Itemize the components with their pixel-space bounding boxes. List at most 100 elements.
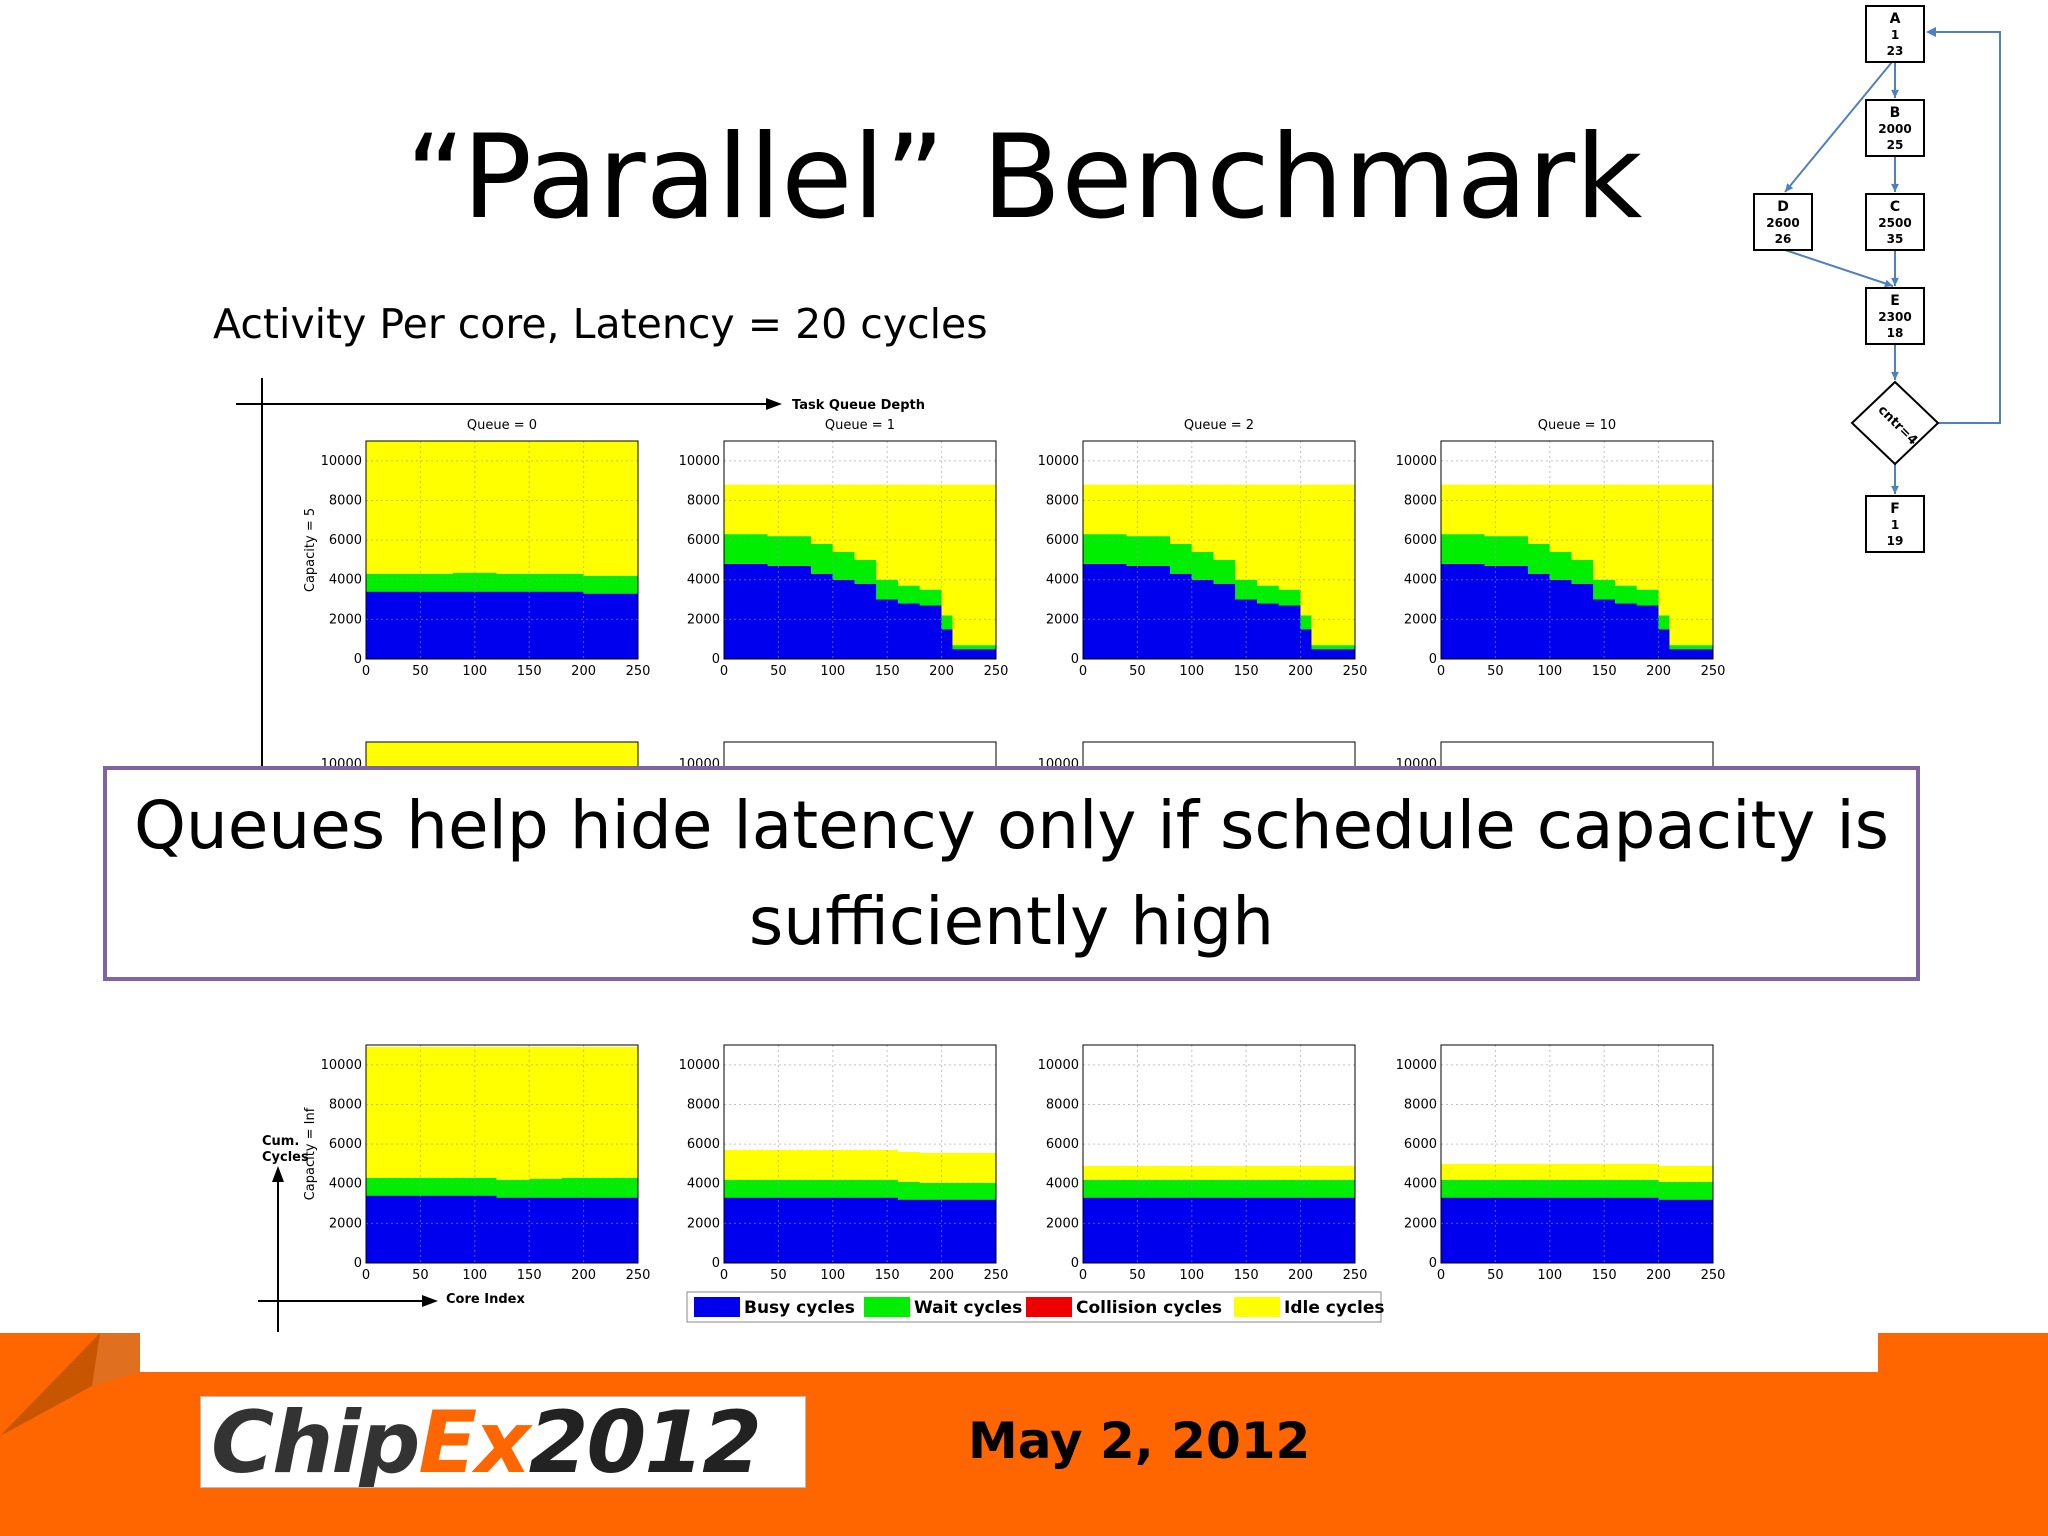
y-tick-label: 2000: [1404, 612, 1437, 627]
y-tick-label: 6000: [1404, 1137, 1437, 1152]
y-tick-label: 0: [1429, 1256, 1437, 1271]
x-tick-label: 250: [626, 1268, 651, 1283]
loop-back-line: [1932, 31, 2001, 424]
legend-swatch-0: [694, 1297, 740, 1317]
x-tick-label: 150: [1234, 664, 1259, 679]
flow-node-value2: 25: [1887, 138, 1904, 152]
area-busy: [1441, 563, 1713, 659]
area-wait: [1441, 534, 1713, 650]
y-tick-label: 0: [354, 1256, 362, 1271]
panel-border: [723, 1044, 997, 1264]
area-idle: [1441, 1163, 1713, 1182]
y-tick-label: 4000: [1404, 573, 1437, 588]
x-tick-label: 100: [820, 664, 845, 679]
cum-cycles-arrowhead: [272, 1166, 284, 1182]
x-tick-label: 150: [517, 664, 542, 679]
panel-0-0: 0 50 100 150 200 250 0 2000 4000 6000 8000 10000 Que…: [321, 418, 651, 679]
flow-node-value1: 2600: [1766, 216, 1799, 230]
y-tick-label: 6000: [329, 533, 362, 548]
legend-swatch-2: [1026, 1297, 1072, 1317]
x-tick-label: 200: [929, 1268, 954, 1283]
legend-label-2: Collision cycles: [1076, 1298, 1222, 1318]
y-tick-label: 6000: [1046, 533, 1079, 548]
flow-node-value2: 23: [1887, 44, 1904, 58]
y-tick-label: 6000: [1046, 1137, 1079, 1152]
callout-box: Queues help hide latency only if schedul…: [103, 766, 1920, 981]
flow-node-value1: 2500: [1878, 216, 1911, 230]
y-tick-label: 8000: [329, 493, 362, 508]
area-idle: [366, 441, 638, 576]
panel-1-0: 0 50 100 150 200 250 0 2000 4000 6000 8000 10000: [321, 1044, 651, 1283]
y-tick-label: 6000: [687, 1137, 720, 1152]
area-busy: [366, 1195, 638, 1263]
flow-node-value1: 1: [1891, 28, 1899, 42]
slide-title: “Parallel” Benchmark: [405, 110, 1643, 245]
area-wait: [1083, 534, 1355, 650]
x-tick-label: 50: [412, 664, 429, 679]
y-tick-label: 10000: [321, 454, 362, 469]
y-tick-label: 4000: [1404, 1177, 1437, 1192]
y-tick-label: 8000: [329, 1097, 362, 1112]
y-tick-label: 4000: [329, 1177, 362, 1192]
panel-1-3: 0 50 100 150 200 250 0 2000 4000 6000 8000 10000: [1396, 1044, 1726, 1283]
y-tick-label: 6000: [329, 1137, 362, 1152]
flow-node-box: [1865, 5, 1925, 63]
flow-node-box: [1865, 99, 1925, 157]
legend-label-3: Idle cycles: [1284, 1298, 1384, 1318]
y-tick-label: 4000: [1046, 573, 1079, 588]
area-busy: [1083, 1197, 1355, 1263]
y-tick-label: 8000: [1404, 1097, 1437, 1112]
x-tick-label: 250: [1701, 1268, 1726, 1283]
y-tick-label: 2000: [329, 1216, 362, 1231]
y-tick-label: 4000: [1046, 1177, 1079, 1192]
flow-node-id: F: [1890, 501, 1900, 517]
logo-ex-text: Ex: [418, 1396, 530, 1488]
area-idle: [1441, 484, 1713, 646]
y-tick-label: 2000: [329, 612, 362, 627]
x-tick-label: 100: [820, 1268, 845, 1283]
x-tick-label: 0: [1079, 664, 1087, 679]
area-wait: [724, 1179, 996, 1200]
flow-decision: cntr=4: [1850, 380, 1940, 466]
y-tick-label: 0: [1429, 652, 1437, 667]
x-tick-label: 150: [1592, 664, 1617, 679]
x-tick-label: 0: [720, 1268, 728, 1283]
row-ylabel: Capacity = Inf: [303, 1107, 318, 1200]
logo-year-text: 2012: [528, 1396, 762, 1488]
benchmark-charts: Capacity = 50 50 100 150 200 2500200040006000…: [236, 378, 1726, 1332]
panel-border: [1440, 1044, 1714, 1264]
legend-swatch-3: [1234, 1297, 1280, 1317]
area-wait: [1441, 1179, 1713, 1200]
flow-node-box: [1865, 287, 1925, 345]
arrow-b-c-head: [1891, 183, 1899, 192]
area-idle: [366, 1046, 638, 1180]
y-tick-label: 6000: [1404, 533, 1437, 548]
arrow-a-d: [1784, 61, 1893, 193]
flow-node-value1: 2300: [1878, 310, 1911, 324]
y-tick-label: 2000: [687, 612, 720, 627]
panel-0-3: 0 50 100 150 200 250 0 2000 4000 6000 8000 10000 Que…: [1396, 418, 1726, 679]
flow-node-box: [1865, 193, 1925, 251]
y-tick-label: 8000: [687, 1097, 720, 1112]
x-tick-label: 150: [875, 664, 900, 679]
y-tick-label: 8000: [687, 493, 720, 508]
area-idle: [1083, 1165, 1355, 1180]
x-tick-label: 0: [1437, 1268, 1445, 1283]
flow-node-value1: 2000: [1878, 122, 1911, 136]
y-tick-label: 8000: [1404, 493, 1437, 508]
x-tick-label: 200: [1288, 1268, 1313, 1283]
row-ylabel: Capacity = 5: [303, 508, 318, 592]
flow-node-box: [1753, 193, 1813, 251]
flow-node-f: F1 19: [1865, 495, 1925, 553]
flow-node-value2: 18: [1887, 326, 1904, 340]
chart-subtitle: Activity Per core, Latency = 20 cycles: [213, 300, 988, 348]
arrow-e-decision-head: [1891, 371, 1899, 380]
flow-node-a: A1 23: [1865, 5, 1925, 63]
y-tick-label: 0: [712, 652, 720, 667]
core-index-arrowhead: [422, 1295, 438, 1307]
y-tick-label: 4000: [687, 573, 720, 588]
chart-legend: Busy cycles Wait cycles Collision cycles Id…: [686, 1291, 1384, 1323]
